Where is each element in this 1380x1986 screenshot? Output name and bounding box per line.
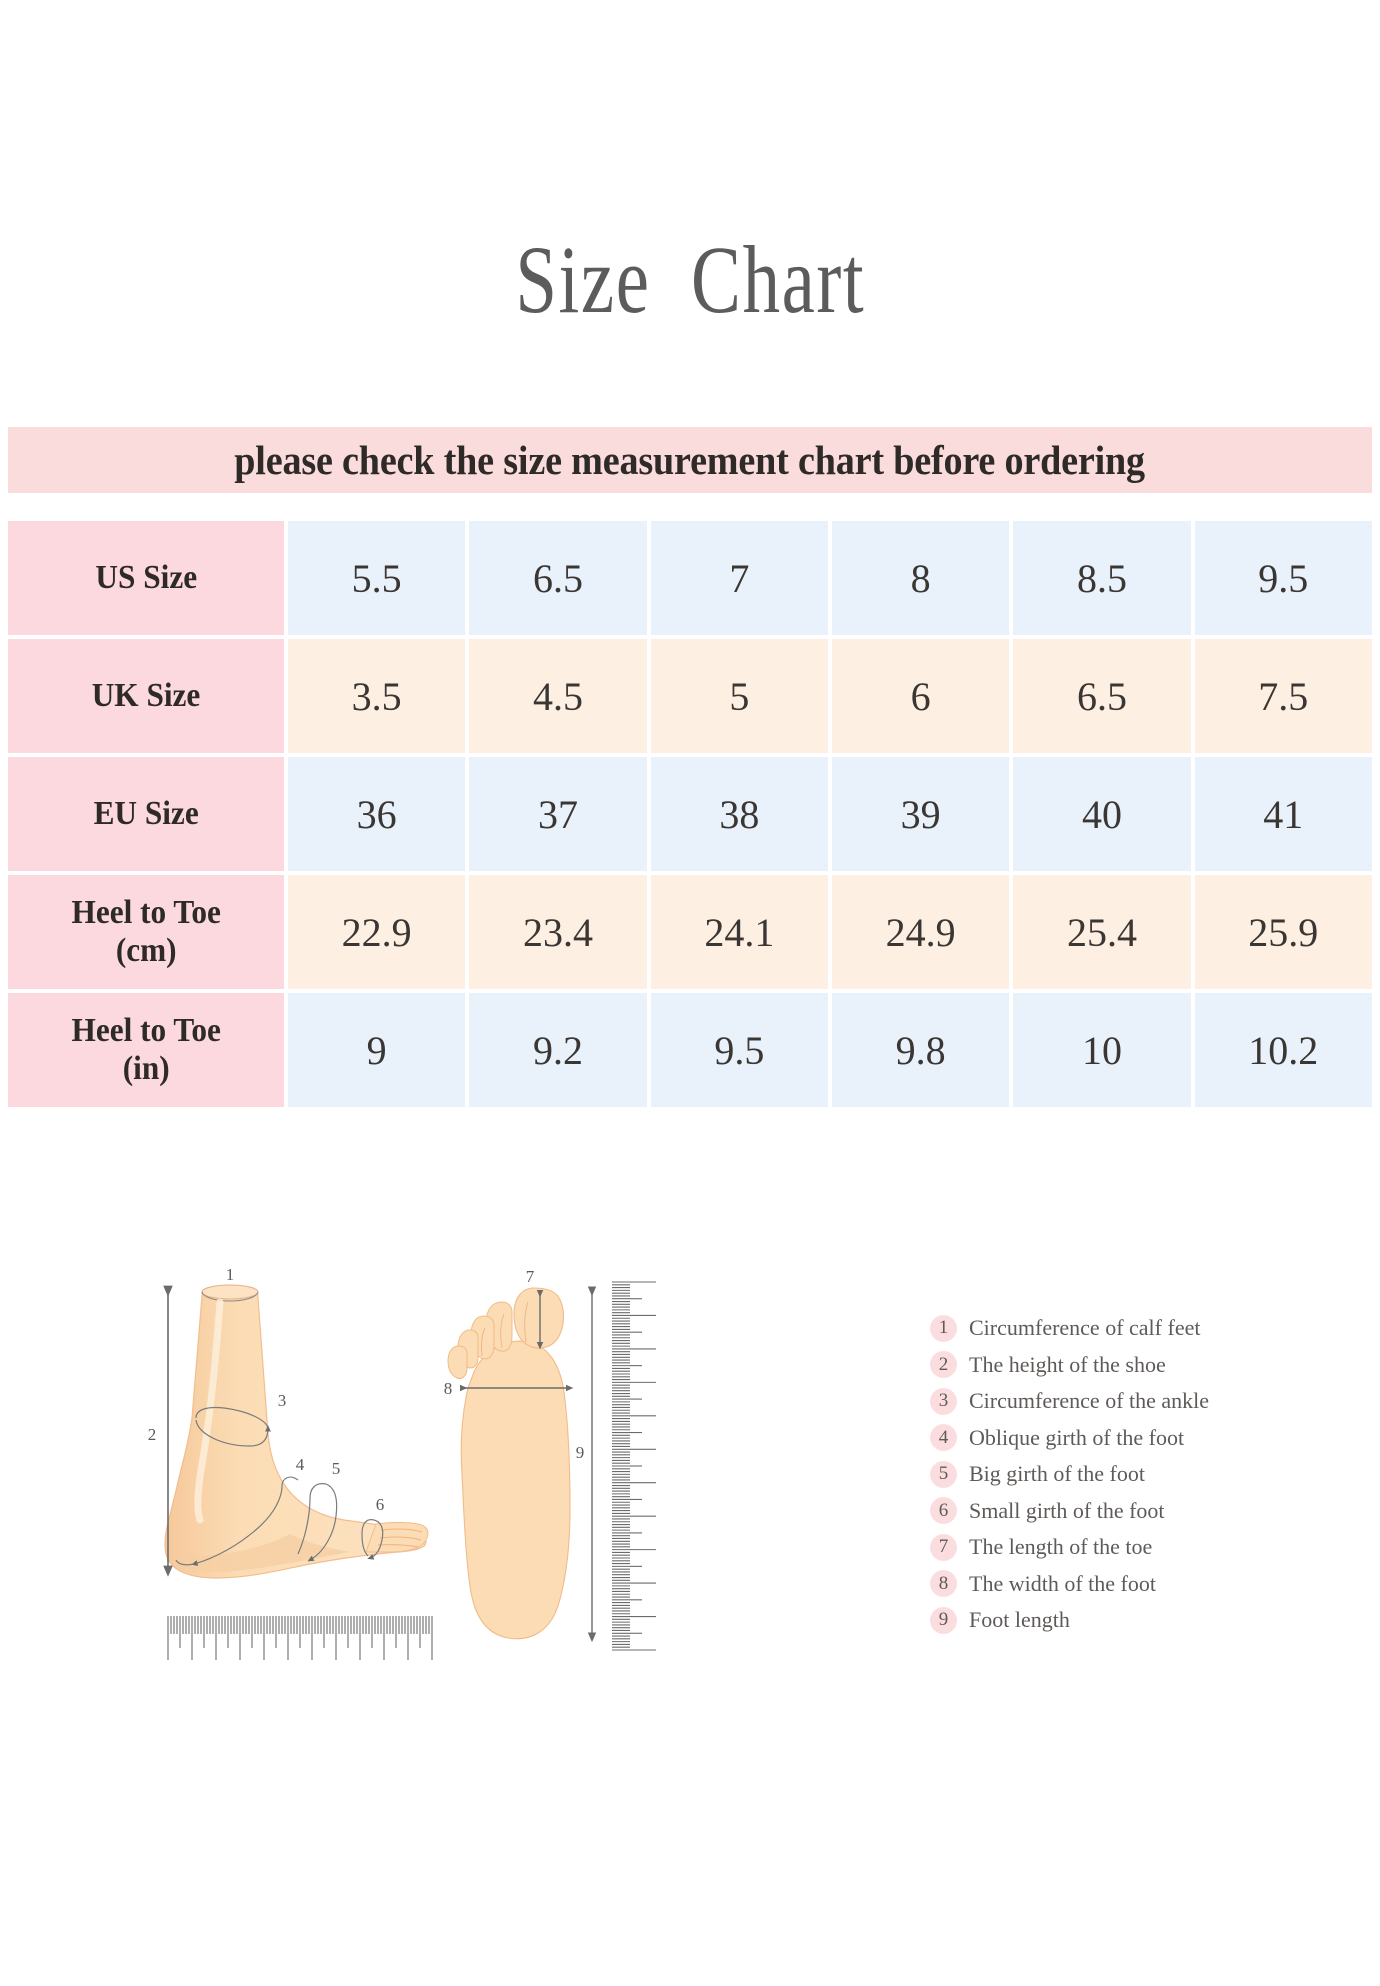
page-title: Size Chart	[515, 226, 865, 333]
table-cell: 6.5	[1013, 639, 1191, 753]
legend-number-badge: 3	[930, 1387, 957, 1415]
subtitle-text: please check the size measurement chart …	[234, 437, 1146, 483]
legend-number-badge: 7	[930, 1533, 957, 1561]
row-label-text: UK Size	[91, 676, 201, 714]
marker-2-label: 2	[148, 1425, 157, 1444]
table-cell: 23.4	[469, 875, 647, 989]
table-cell: 38	[650, 757, 828, 871]
row-label-text: Heel to Toe (cm)	[71, 893, 221, 969]
legend-item: 5 Big girth of the foot	[930, 1456, 1360, 1493]
legend-label: The length of the toe	[969, 1534, 1153, 1560]
table-cell: 4.5	[469, 639, 647, 753]
table-cell: 8	[831, 521, 1010, 635]
legend-number-badge: 9	[930, 1606, 957, 1634]
row-label-text: Heel to Toe (in)	[71, 1011, 221, 1087]
table-cell: 9.5	[1194, 521, 1372, 635]
table-cell: 10	[1013, 993, 1191, 1107]
row-label: US Size	[8, 521, 284, 635]
marker-5-label: 5	[332, 1459, 341, 1478]
table-cell: 3.5	[288, 639, 466, 753]
legend-item: 7 The length of the toe	[930, 1529, 1360, 1566]
row-label-text: US Size	[95, 558, 197, 596]
legend-label: The height of the shoe	[969, 1351, 1166, 1377]
table-cell: 24.9	[831, 875, 1010, 989]
legend-number-badge: 2	[930, 1351, 957, 1379]
legend-label: Circumference of calf feet	[969, 1315, 1201, 1341]
marker-1-label: 1	[226, 1268, 235, 1284]
marker-7-label: 7	[526, 1268, 535, 1286]
legend-number-badge: 8	[930, 1570, 957, 1598]
table-cell: 22.9	[288, 875, 466, 989]
legend-label: Big girth of the foot	[969, 1461, 1145, 1487]
table-cell: 9.8	[831, 993, 1010, 1107]
table-cell: 40	[1013, 757, 1191, 871]
marker-6-label: 6	[376, 1495, 385, 1514]
row-label: UK Size	[8, 639, 284, 753]
table-cell: 24.1	[650, 875, 828, 989]
row-label: EU Size	[8, 757, 284, 871]
foot-diagram-svg: 1 2 3 4 5 6	[148, 1268, 656, 1660]
legend-item: 6 Small girth of the foot	[930, 1493, 1360, 1530]
subtitle-banner: please check the size measurement chart …	[8, 427, 1372, 493]
marker-9-label: 9	[576, 1443, 585, 1462]
table-cell: 10.2	[1194, 993, 1372, 1107]
table-row: EU Size 36 37 38 39 40 41	[8, 757, 1372, 871]
legend-item: 3 Circumference of the ankle	[930, 1383, 1360, 1420]
legend-item: 1 Circumference of calf feet	[930, 1310, 1360, 1347]
legend-label: Foot length	[969, 1607, 1070, 1633]
table-row: US Size 5.5 6.5 7 8 8.5 9.5	[8, 521, 1372, 635]
table-cell: 37	[469, 757, 647, 871]
sole-view-foot: 7 8 9	[444, 1268, 597, 1643]
legend-label: Circumference of the ankle	[969, 1388, 1210, 1414]
table-cell: 6	[831, 639, 1010, 753]
legend-item: 2 The height of the shoe	[930, 1347, 1360, 1384]
table-row: Heel to Toe (cm) 22.9 23.4 24.1 24.9 25.4 25.9	[8, 875, 1372, 989]
legend-number-badge: 1	[930, 1314, 957, 1342]
table-cell: 36	[288, 757, 466, 871]
legend-number-badge: 4	[930, 1424, 957, 1452]
table-cell: 6.5	[469, 521, 647, 635]
table-row: UK Size 3.5 4.5 5 6 6.5 7.5	[8, 639, 1372, 753]
table-row: Heel to Toe (in) 9 9.2 9.5 9.8 10 10.2	[8, 993, 1372, 1107]
size-table: US Size 5.5 6.5 7 8 8.5 9.5 UK Size 3.5 4.5 5 6 6.5 7…	[8, 521, 1372, 1107]
row-label: Heel to Toe (in)	[8, 993, 284, 1107]
table-cell: 8.5	[1013, 521, 1191, 635]
legend-label: Small girth of the foot	[969, 1497, 1165, 1523]
marker-4-label: 4	[296, 1455, 305, 1474]
side-view-foot: 1 2 3 4 5 6	[148, 1268, 429, 1579]
vertical-ruler	[612, 1281, 656, 1651]
marker-8-label: 8	[444, 1379, 453, 1398]
table-cell: 5	[650, 639, 828, 753]
marker-3-label: 3	[278, 1391, 287, 1410]
legend-label: Oblique girth of the foot	[969, 1424, 1185, 1450]
table-cell: 41	[1194, 757, 1372, 871]
legend-item: 8 The width of the foot	[930, 1566, 1360, 1603]
row-label-text: EU Size	[93, 794, 199, 832]
table-cell: 9	[288, 993, 466, 1107]
page-title-wrap: Size Chart	[0, 0, 1380, 328]
legend-number-badge: 5	[930, 1460, 957, 1488]
measurement-legend: 1 Circumference of calf feet 2 The height o…	[930, 1310, 1360, 1639]
table-cell: 7.5	[1194, 639, 1372, 753]
table-cell: 25.9	[1194, 875, 1372, 989]
table-cell: 25.4	[1013, 875, 1191, 989]
table-cell: 7	[650, 521, 828, 635]
table-cell: 5.5	[288, 521, 466, 635]
legend-number-badge: 6	[930, 1497, 957, 1525]
legend-label: The width of the foot	[969, 1570, 1156, 1596]
table-cell: 9.5	[650, 993, 828, 1107]
horizontal-ruler	[167, 1616, 433, 1660]
table-cell: 9.2	[469, 993, 647, 1107]
measurement-diagrams: 1 2 3 4 5 6	[0, 1268, 1380, 1728]
table-cell: 39	[831, 757, 1010, 871]
legend-item: 4 Oblique girth of the foot	[930, 1420, 1360, 1457]
row-label: Heel to Toe (cm)	[8, 875, 284, 989]
legend-item: 9 Foot length	[930, 1602, 1360, 1639]
